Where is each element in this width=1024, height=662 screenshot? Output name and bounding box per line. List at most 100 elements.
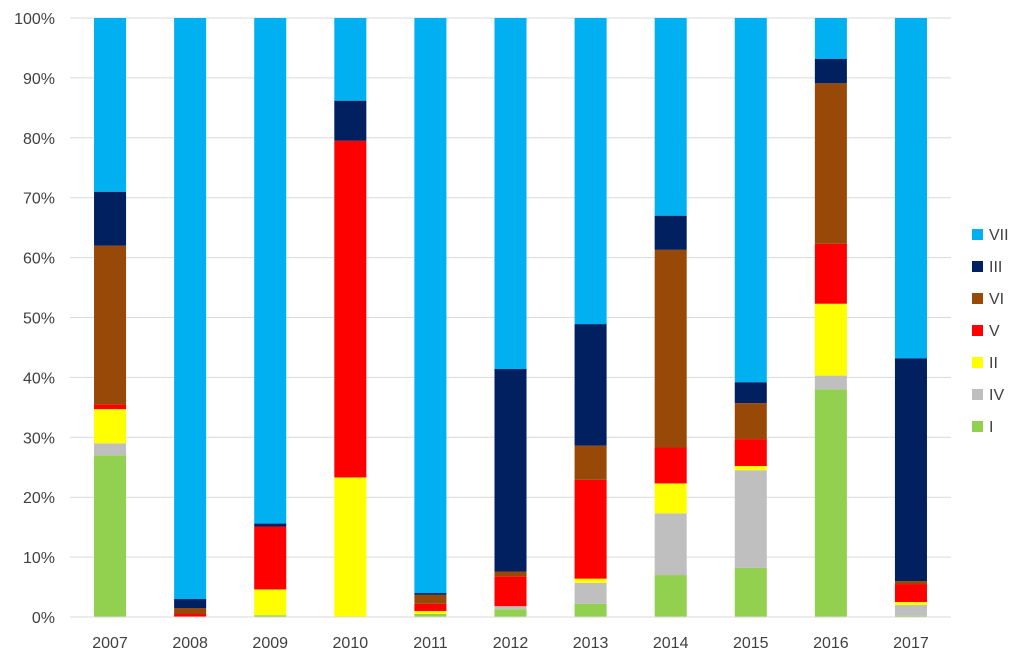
bar-segment-iii-2011 [414,593,447,595]
bar-stack-2010 [334,18,367,617]
bar-segment-i-2012 [494,609,527,617]
y-tick-label: 70% [23,191,55,208]
legend-item-vii: VII [972,227,1009,244]
bar-segment-vi-2015 [734,403,767,440]
bar-segment-ii-2007 [94,409,127,444]
bar-stack-2017 [894,18,927,617]
bar-segment-v-2016 [814,243,847,304]
bar-segment-ii-2010 [334,477,367,617]
legend-label: I [989,419,993,436]
bar-segment-v-2011 [414,603,447,612]
bar-segment-vi-2014 [654,249,687,448]
legend-swatch [972,389,983,400]
legend-swatch [972,293,983,304]
bar-segment-ii-2013 [574,578,607,583]
legend-item-v: V [972,323,1000,340]
bar-segment-vi-2016 [814,83,847,244]
bar-segment-vi-2012 [494,571,527,577]
legend-item-iv: IV [972,387,1004,404]
bar-segment-ii-2017 [894,602,927,606]
x-tick-label: 2011 [413,635,448,652]
bar-segment-ii-2011 [414,611,447,615]
legend-item-vi: VI [972,291,1004,308]
bar-segment-v-2012 [494,576,527,607]
legend-label: III [989,259,1002,276]
bar-segment-iv-2007 [94,443,127,456]
x-axis-tick-labels: 2007 2008 2009 2010 2011 2012 2013 2014 2015 2016… [92,635,929,652]
bar-segment-v-2010 [334,140,367,478]
bar-segment-v-2015 [734,439,767,467]
y-tick-label: 100% [14,11,55,28]
legend-swatch [972,357,983,368]
bar-segment-v-2013 [574,479,607,579]
legend-swatch [972,261,983,272]
legend-swatch [972,421,983,432]
x-tick-label: 2013 [573,635,609,652]
bar-segment-vii-2009 [254,18,287,524]
bar-segment-vi-2011 [414,594,447,604]
bar-segment-v-2014 [654,447,687,484]
bar-segment-i-2015 [734,567,767,617]
bar-segment-iii-2016 [814,58,847,84]
legend-swatch [972,229,983,240]
x-tick-label: 2017 [893,635,929,652]
bar-segment-vii-2015 [734,18,767,383]
x-tick-label: 2012 [493,635,529,652]
y-tick-label: 30% [23,430,55,447]
bar-segment-iv-2017 [894,605,927,616]
bar-segment-vii-2008 [174,18,207,600]
bar-stacks [94,18,927,617]
bar-segment-iv-2016 [814,375,847,390]
bar-segment-iii-2012 [494,369,527,572]
bar-segment-i-2009 [254,615,287,617]
bar-stack-2014 [654,18,687,617]
bar-segment-iv-2012 [494,606,527,610]
bar-segment-vii-2011 [414,18,447,594]
bar-segment-vi-2017 [894,581,927,585]
bar-segment-vi-2013 [574,445,607,480]
legend-swatch [972,325,983,336]
legend-item-ii: II [972,355,998,372]
bar-segment-vii-2010 [334,18,367,101]
legend-label: VI [989,291,1004,308]
bar-segment-iii-2017 [894,358,927,582]
y-tick-label: 80% [23,131,55,148]
bar-segment-i-2017 [894,615,927,617]
bar-segment-vii-2013 [574,18,607,325]
bar-segment-ii-2016 [814,303,847,376]
y-axis-tick-labels: 0% 10% 20% 30% 40% 50% 60% 70% 80% 90% 100% [14,11,55,627]
bar-segment-i-2014 [654,575,687,617]
bar-segment-vii-2007 [94,18,127,192]
bar-segment-iii-2013 [574,324,607,446]
bar-stack-2015 [734,18,767,617]
bar-segment-ii-2014 [654,483,687,514]
bar-segment-i-2007 [94,455,127,617]
bar-segment-vii-2012 [494,18,527,370]
x-tick-label: 2007 [92,635,128,652]
legend-label: IV [989,387,1004,404]
bar-segment-iii-2015 [734,382,767,404]
bar-segment-iii-2009 [254,523,287,527]
bar-segment-vii-2016 [814,18,847,59]
bar-segment-v-2017 [894,584,927,603]
bar-segment-iii-2010 [334,100,367,141]
bar-segment-iii-2008 [174,599,207,609]
x-tick-label: 2009 [252,635,288,652]
bar-segment-iv-2013 [574,582,607,604]
bar-segment-i-2016 [814,389,847,617]
bar-segment-v-2009 [254,526,287,590]
y-tick-label: 50% [23,311,55,328]
bar-stack-2011 [414,18,447,617]
y-tick-label: 0% [32,610,55,627]
bar-segment-ii-2015 [734,466,767,471]
x-tick-label: 2015 [733,635,769,652]
bar-segment-iv-2014 [654,513,687,576]
bar-stack-2009 [254,18,287,617]
bar-segment-iv-2015 [734,470,767,568]
legend-label: V [989,323,1000,340]
y-tick-label: 10% [23,550,55,567]
bar-segment-v-2007 [94,404,127,410]
bar-segment-v-2008 [174,614,207,617]
